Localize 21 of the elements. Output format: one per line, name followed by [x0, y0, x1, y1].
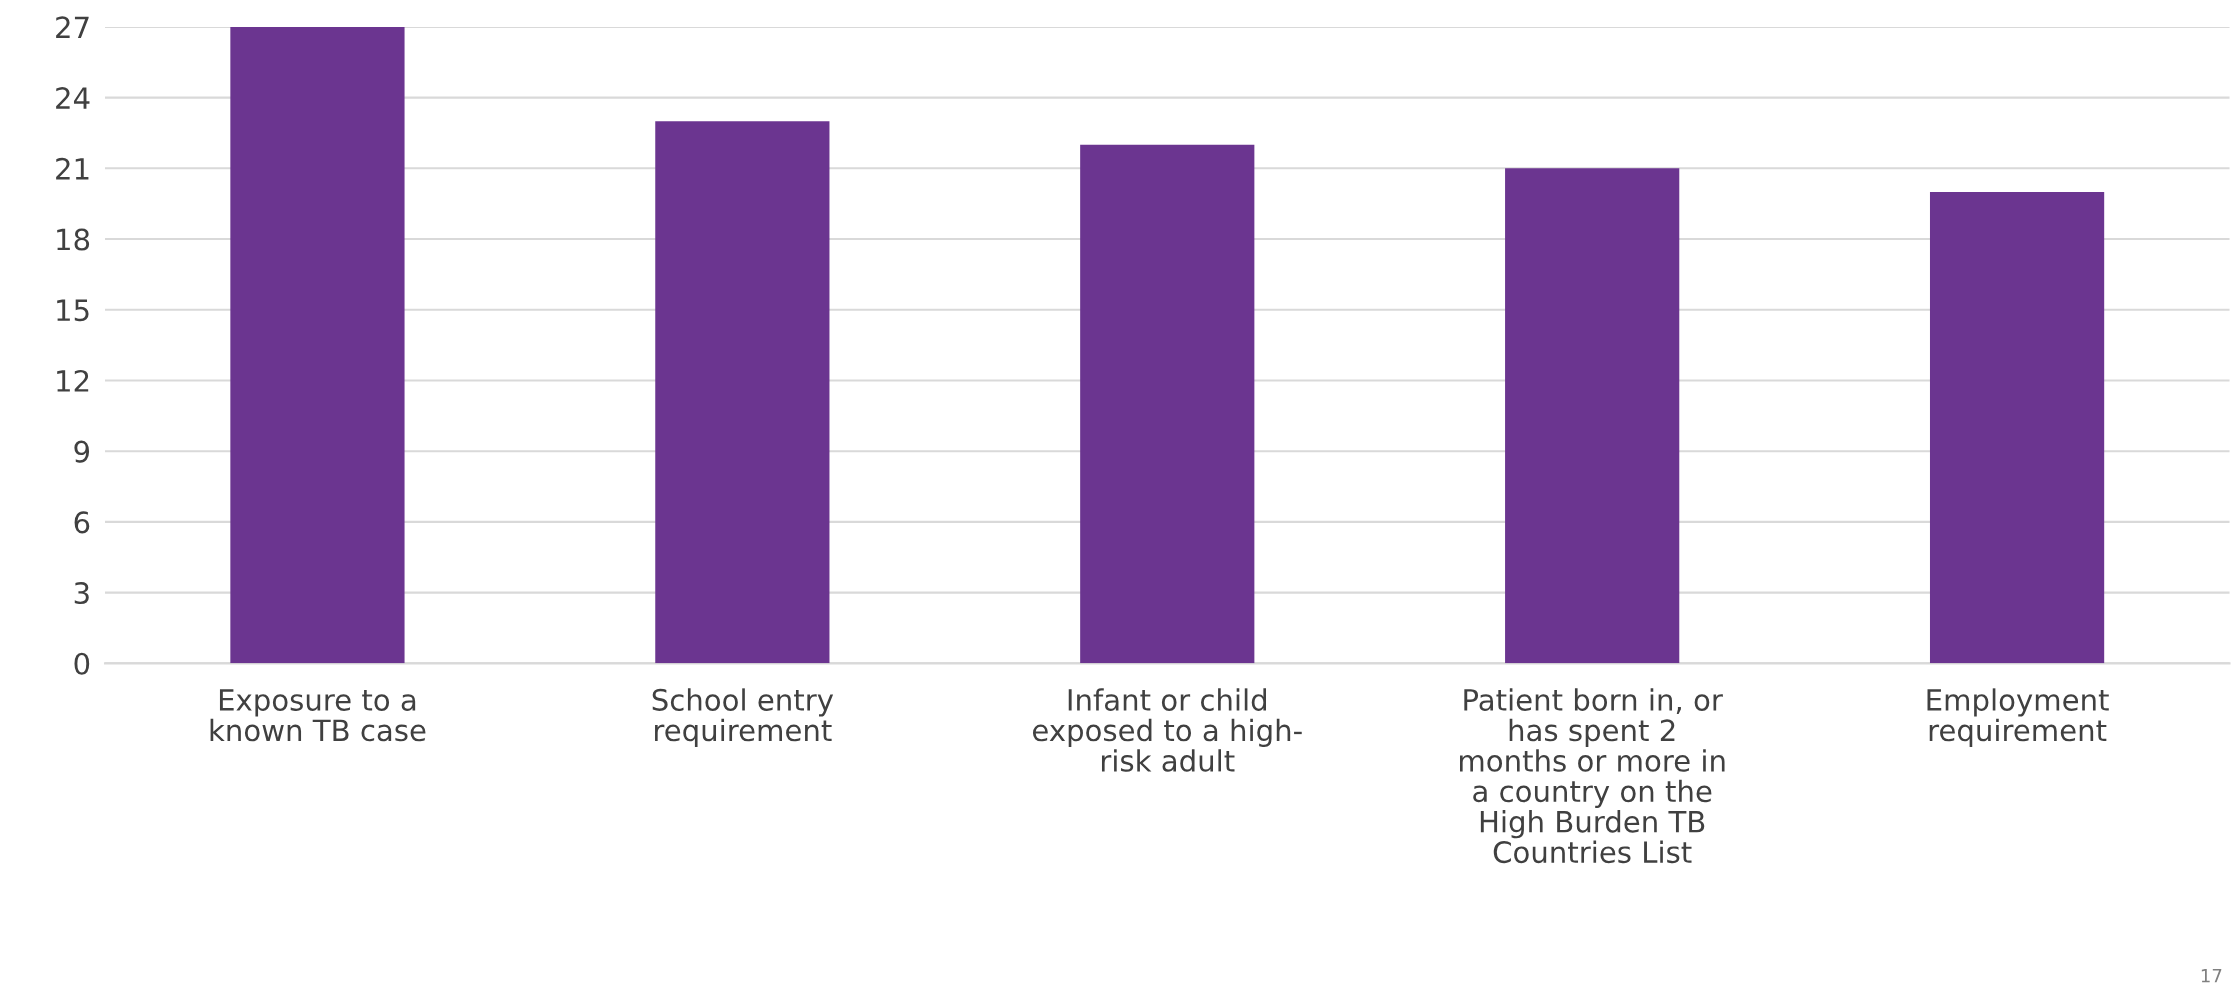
y-tick-label: 0: [74, 652, 90, 675]
bar: [1080, 144, 1255, 664]
y-tick-label: 21: [56, 157, 89, 180]
y-tick-label: 3: [74, 582, 89, 605]
text: 17: [2201, 969, 2222, 983]
bar: [230, 26, 405, 664]
x-tick-label: Employment requirement: [1927, 688, 2109, 748]
x-tick-label: Patient born in, or has spent 2 months or more in a country on the High Burden TB Countries List: [1460, 688, 1725, 864]
bar: [1505, 168, 1680, 664]
y-tick-label: 24: [56, 87, 90, 109]
y-tick-label: 15: [57, 299, 89, 322]
bar: [655, 121, 830, 664]
y-tick-label: 9: [74, 440, 90, 463]
y-tick-label: 18: [57, 228, 90, 251]
bar: [1929, 191, 2105, 664]
y-tick-label: 12: [57, 369, 89, 392]
y-tick-label: 6: [74, 511, 90, 534]
x-tick-label: Exposure to a known TB case: [210, 689, 426, 742]
y-tick-label: 27: [56, 16, 89, 38]
x-tick-label: Infant or child exposed to a high- risk adult: [1032, 688, 1302, 772]
x-tick-label: School entry requirement: [652, 688, 834, 748]
